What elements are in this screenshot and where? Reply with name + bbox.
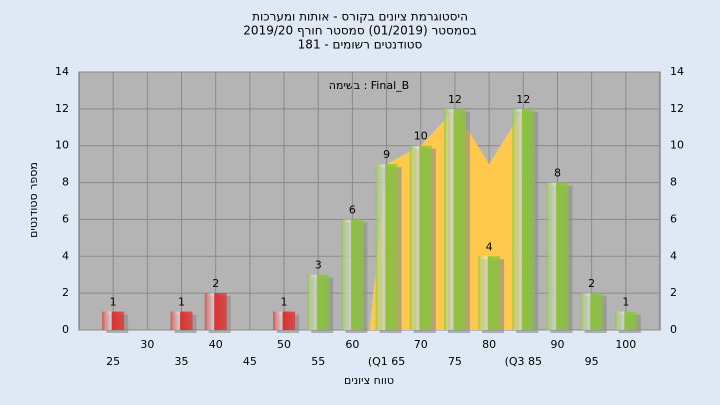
- y2-tick-label: 8: [670, 176, 677, 189]
- y2-tick-label: 14: [670, 65, 684, 78]
- bar: [273, 311, 296, 330]
- y-tick-label: 4: [62, 249, 69, 262]
- data-label: 10: [414, 130, 428, 143]
- x-tick-label: 70: [414, 338, 428, 351]
- data-label: 6: [349, 203, 356, 216]
- y-tick-label: 0: [62, 323, 69, 336]
- x-tick-label: (Q1 65: [368, 355, 405, 368]
- data-label: 9: [383, 148, 390, 161]
- bar: [512, 108, 535, 330]
- y2-tick-label: 10: [670, 139, 684, 152]
- data-label: 3: [315, 259, 322, 272]
- bar: [614, 311, 637, 330]
- data-label: 2: [212, 277, 219, 290]
- bar: [102, 311, 125, 330]
- x-tick-label: 40: [209, 338, 223, 351]
- data-label: 4: [486, 240, 493, 253]
- bar: [546, 182, 569, 330]
- chart-title: היסטוגרמת ציונים בקורס - אותות ומערכות: [252, 10, 468, 24]
- y-axis-label: מספר סטודנטים: [27, 162, 40, 238]
- bar: [341, 219, 364, 330]
- plot-area: [78, 71, 661, 331]
- x-tick-label: 100: [615, 338, 636, 351]
- y-tick-label: 10: [55, 139, 69, 152]
- bar: [375, 164, 398, 330]
- x-tick-label: (Q3 85: [505, 355, 542, 368]
- y2-tick-label: 12: [670, 102, 684, 115]
- bar: [204, 293, 227, 330]
- data-label: 8: [554, 167, 561, 180]
- y2-tick-label: 6: [670, 212, 677, 225]
- data-label: 1: [622, 296, 629, 309]
- x-tick-label: 55: [311, 355, 325, 368]
- x-tick-label: 75: [448, 355, 462, 368]
- x-tick-label: 95: [585, 355, 599, 368]
- bar: [307, 274, 330, 330]
- x-axis-label: טווח ציונים: [344, 374, 394, 387]
- bar: [478, 256, 501, 330]
- y2-tick-label: 4: [670, 249, 677, 262]
- x-tick-label: 30: [140, 338, 154, 351]
- x-tick-label: 80: [482, 338, 496, 351]
- y-tick-label: 8: [62, 176, 69, 189]
- chart-subtitle: סטודנטים רשומים - 181: [298, 38, 423, 52]
- x-tick-label: 90: [550, 338, 564, 351]
- y-tick-label: 14: [55, 65, 69, 78]
- y2-tick-label: 2: [670, 286, 677, 299]
- data-label: 12: [516, 93, 530, 106]
- bar: [409, 145, 432, 330]
- y-tick-label: 6: [62, 212, 69, 225]
- x-tick-label: 60: [345, 338, 359, 351]
- data-label: 2: [588, 277, 595, 290]
- y-tick-label: 2: [62, 286, 69, 299]
- bar: [443, 108, 466, 330]
- bar: [580, 293, 603, 330]
- x-tick-label: 45: [243, 355, 257, 368]
- x-tick-label: 25: [106, 355, 120, 368]
- data-label: 12: [448, 93, 462, 106]
- x-tick-label: 35: [175, 355, 189, 368]
- data-label: 1: [281, 296, 288, 309]
- y-tick-label: 12: [55, 102, 69, 115]
- bar: [170, 311, 193, 330]
- data-label: 1: [178, 296, 185, 309]
- x-tick-label: 50: [277, 338, 291, 351]
- y2-tick-label: 0: [670, 323, 677, 336]
- annotation: בשימה : Final_B: [329, 79, 409, 92]
- data-label: 1: [110, 296, 117, 309]
- chart-subtitle: בסמסטר (01/2019) סמסטר חורף 2019/20: [243, 24, 476, 38]
